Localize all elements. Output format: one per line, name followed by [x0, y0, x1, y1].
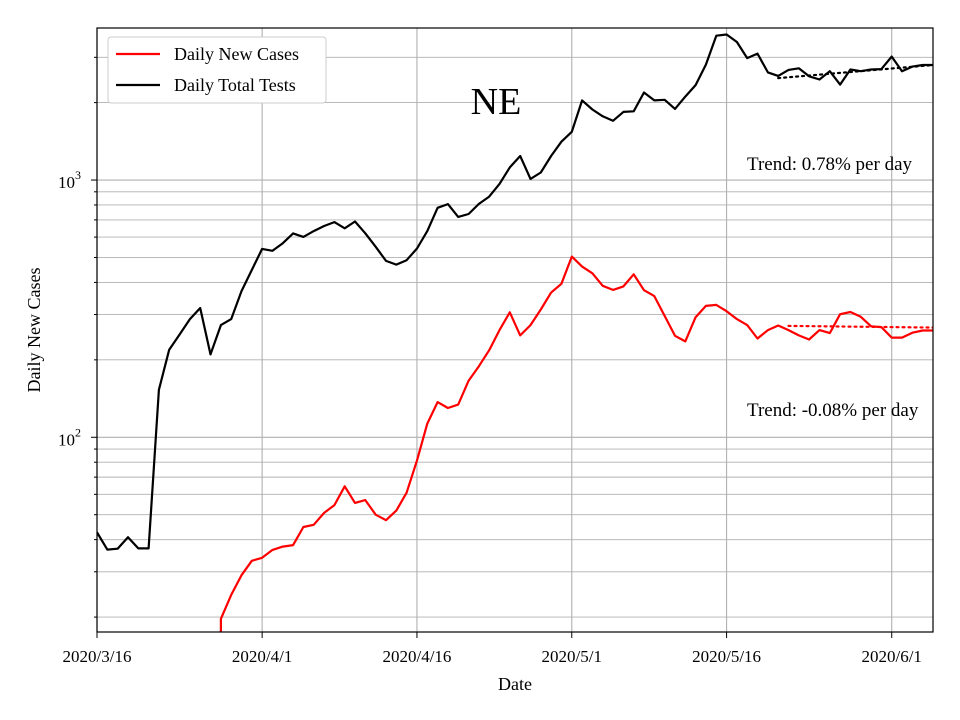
x-tick-label: 2020/6/1 [861, 647, 921, 666]
x-tick-labels: 2020/3/16 2020/4/1 2020/4/16 2020/5/1 2020/5… [63, 647, 922, 666]
trend-lines [777, 63, 933, 329]
legend-box [107, 36, 327, 104]
y-tick-label-exponent: 3 [75, 168, 81, 182]
trend-line-daily-total-tests [777, 63, 933, 80]
x-axis-label: Date [498, 674, 532, 694]
series-lines [97, 33, 933, 632]
y-tick-label: 10 [58, 173, 75, 192]
x-tick-label: 2020/4/1 [232, 647, 292, 666]
axis-ticks [91, 56, 893, 638]
y-axis-label: Daily New Cases [24, 268, 44, 393]
y-tick-label: 10 [58, 430, 75, 449]
legend: Daily New Cases Daily Total Tests [107, 36, 327, 104]
chart-title: NE [471, 81, 522, 123]
trend-line-daily-new-cases [787, 324, 933, 329]
x-tick-label: 2020/4/16 [382, 647, 451, 666]
series-line-daily-total-tests [97, 33, 933, 551]
x-tick-label: 2020/5/16 [692, 647, 761, 666]
series-line-daily-new-cases [217, 255, 933, 632]
legend-label-daily-new-cases: Daily New Cases [174, 44, 299, 64]
x-tick-label: 2020/3/16 [63, 647, 132, 666]
plot-frame [96, 27, 934, 633]
x-tick-label: 2020/5/1 [542, 647, 602, 666]
legend-label-daily-total-tests: Daily Total Tests [174, 75, 296, 95]
annotation-cases-trend: Trend: -0.08% per day [747, 400, 919, 421]
annotation-tests-trend: Trend: 0.78% per day [747, 154, 912, 175]
y-tick-label-exponent: 2 [75, 425, 81, 439]
grid-lines [96, 28, 933, 632]
